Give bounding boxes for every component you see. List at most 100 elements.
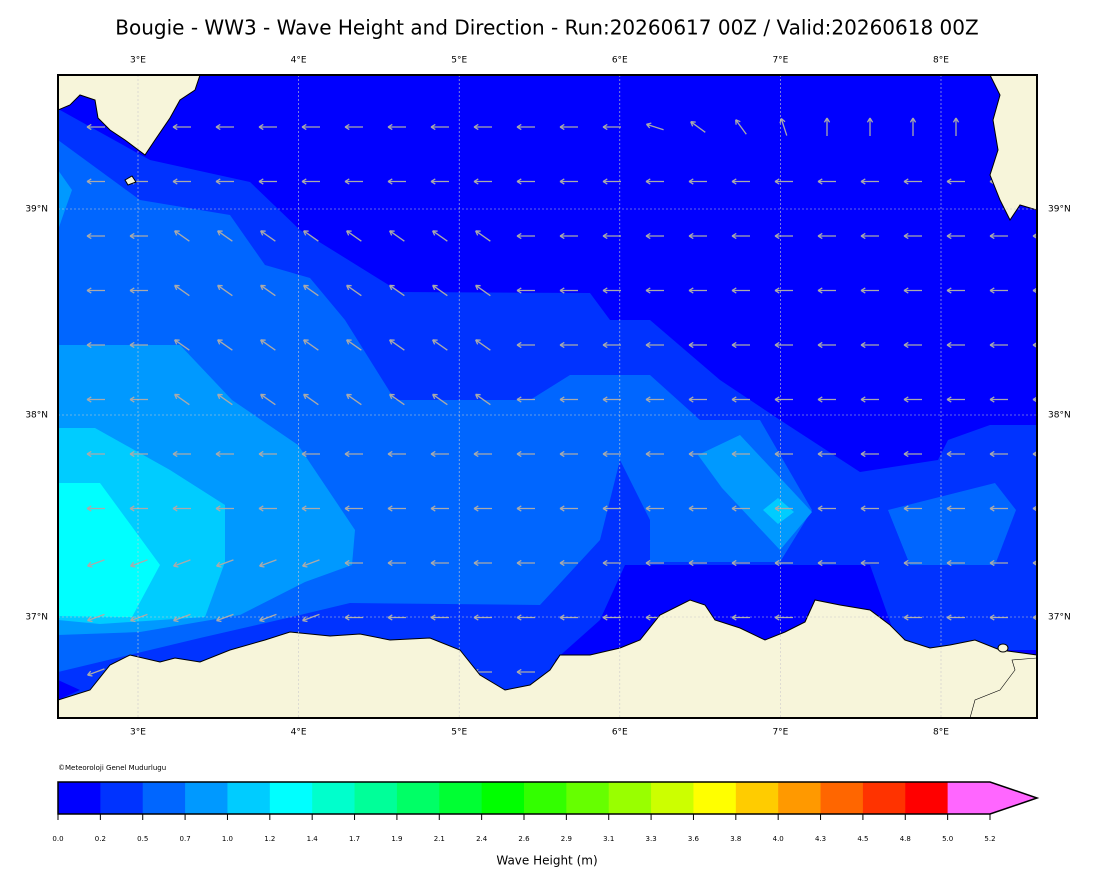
arrow — [217, 230, 233, 242]
sea-level — [58, 680, 80, 700]
arrow — [860, 450, 879, 458]
arrow — [602, 123, 621, 131]
colorbar-box — [100, 782, 144, 814]
arrow — [602, 232, 621, 240]
arrow — [173, 559, 191, 568]
arrow — [989, 396, 1008, 403]
arrow — [559, 559, 578, 567]
lon-label: 3°E — [130, 56, 146, 66]
colorbar-label: Wave Height (m) — [496, 854, 597, 868]
arrow — [860, 178, 879, 185]
arrow — [602, 178, 621, 185]
colorbar-tick-label: 0.7 — [180, 835, 191, 843]
arrow — [645, 396, 664, 403]
lon-label: 8°E — [933, 728, 949, 738]
arrow — [387, 559, 406, 567]
arrow — [989, 287, 1008, 294]
arrow — [1032, 559, 1037, 567]
arrow — [1032, 287, 1037, 294]
arrow — [86, 505, 105, 512]
africa-coast — [58, 599, 1037, 718]
arrow — [559, 287, 578, 294]
sea-level — [888, 483, 1016, 565]
arrow — [258, 450, 277, 458]
arrow — [774, 559, 793, 567]
arrow — [432, 284, 448, 297]
arrow — [344, 559, 363, 567]
arrow — [688, 505, 707, 512]
lon-label: 4°E — [291, 56, 307, 66]
colorbar-tick-label: 0.2 — [95, 835, 106, 843]
arrow — [774, 287, 793, 294]
arrow — [989, 559, 1008, 567]
lon-label: 5°E — [451, 56, 467, 66]
colorbar-tick-label: 2.6 — [518, 835, 530, 843]
arrow — [645, 341, 664, 349]
arrow — [129, 232, 148, 240]
arrow — [389, 284, 405, 297]
colorbar-box — [439, 782, 483, 814]
lat-label: 39°N — [1048, 205, 1071, 215]
sardinia — [989, 75, 1037, 221]
lat-label: 38°N — [25, 411, 48, 421]
lon-label: 8°E — [933, 56, 949, 66]
arrow — [731, 450, 750, 458]
arrow — [130, 613, 148, 623]
arrow — [860, 287, 879, 294]
arrow — [688, 232, 707, 240]
arrow — [430, 450, 449, 458]
arrow — [946, 287, 965, 294]
arrow — [130, 559, 148, 568]
arrow — [475, 339, 491, 351]
islet — [997, 643, 1009, 653]
arrow — [817, 341, 836, 349]
islet — [124, 175, 137, 186]
colorbar-tick-label: 2.4 — [476, 835, 488, 843]
arrow — [602, 559, 621, 567]
colorbar-box — [269, 782, 313, 814]
colorbar-box — [312, 782, 356, 814]
arrow — [86, 396, 105, 403]
arrow — [903, 505, 922, 512]
colorbar-box — [396, 782, 440, 814]
arrow — [172, 450, 191, 458]
arrow — [387, 123, 406, 131]
graticule — [58, 75, 1037, 718]
arrow — [903, 614, 922, 621]
arrow — [129, 396, 148, 403]
lat-label: 38°N — [1048, 411, 1071, 421]
colorbar-box — [481, 782, 525, 814]
arrow — [173, 613, 191, 623]
arrow — [866, 117, 874, 136]
arrow — [301, 450, 320, 458]
arrow — [731, 396, 750, 403]
arrow — [688, 287, 707, 294]
lat-label: 39°N — [25, 205, 48, 215]
arrow — [903, 287, 922, 294]
arrow — [172, 123, 191, 131]
arrow — [860, 341, 879, 349]
arrow — [688, 450, 707, 458]
arrow — [215, 450, 234, 458]
colorbar-tick-label: 2.1 — [434, 835, 445, 843]
arrow — [946, 232, 965, 240]
arrow — [559, 614, 578, 621]
colorbar-tick-label: 3.3 — [646, 835, 657, 843]
colorbar-box — [58, 782, 101, 814]
colorbar-box — [566, 782, 610, 814]
arrow — [903, 232, 922, 240]
arrow — [432, 339, 448, 351]
arrow — [430, 505, 449, 512]
arrow — [516, 396, 535, 403]
arrow — [645, 122, 664, 131]
arrow — [946, 396, 965, 403]
arrow — [731, 614, 750, 621]
arrow — [645, 450, 664, 458]
arrow — [344, 123, 363, 131]
arrow — [217, 339, 233, 351]
lon-label: 7°E — [772, 728, 788, 738]
arrow — [1039, 118, 1044, 136]
arrow — [389, 393, 405, 406]
arrow — [774, 178, 793, 185]
arrow — [903, 341, 922, 349]
